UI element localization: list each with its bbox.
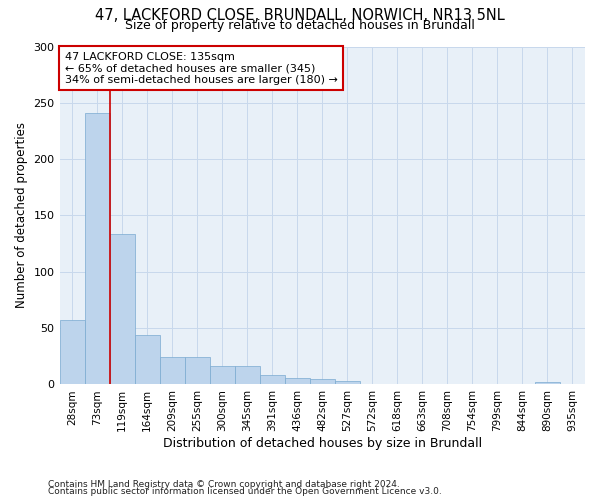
Bar (110, 234, 134, 384)
Text: 47, LACKFORD CLOSE, BRUNDALL, NORWICH, NR13 5NL: 47, LACKFORD CLOSE, BRUNDALL, NORWICH, N… (95, 8, 505, 22)
Bar (185, 358, 209, 384)
Text: Contains HM Land Registry data © Crown copyright and database right 2024.: Contains HM Land Registry data © Crown c… (48, 480, 400, 489)
Text: 47 LACKFORD CLOSE: 135sqm
← 65% of detached houses are smaller (345)
34% of semi: 47 LACKFORD CLOSE: 135sqm ← 65% of detac… (65, 52, 338, 85)
Y-axis label: Number of detached properties: Number of detached properties (15, 122, 28, 308)
Text: Contains public sector information licensed under the Open Government Licence v3: Contains public sector information licen… (48, 488, 442, 496)
Bar (260, 376, 285, 384)
X-axis label: Distribution of detached houses by size in Brundall: Distribution of detached houses by size … (163, 437, 482, 450)
Bar (160, 358, 185, 384)
Text: Size of property relative to detached houses in Brundall: Size of property relative to detached ho… (125, 18, 475, 32)
Bar (310, 379, 335, 384)
Bar (335, 381, 360, 384)
Bar (535, 382, 560, 384)
Bar (285, 378, 310, 384)
Bar (59, 320, 85, 384)
Bar (134, 335, 160, 384)
Bar (85, 113, 110, 384)
Bar (235, 366, 260, 384)
Bar (209, 366, 235, 384)
